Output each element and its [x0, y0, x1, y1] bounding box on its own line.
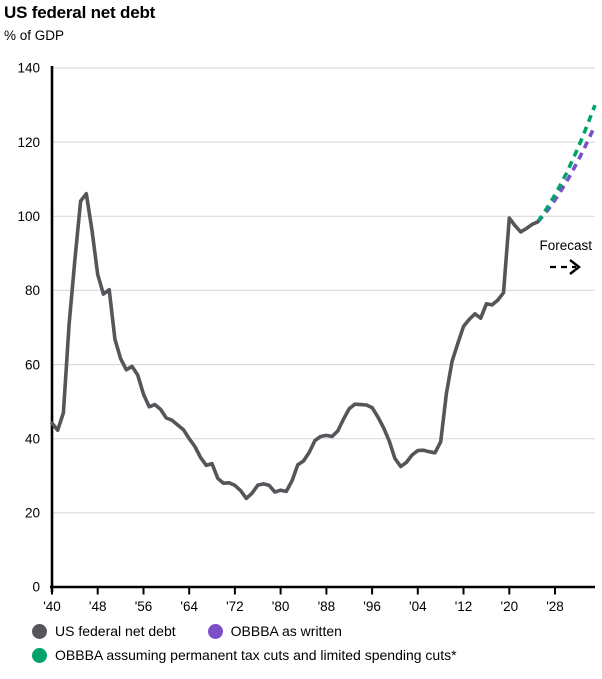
svg-text:'56: '56	[135, 599, 153, 614]
legend-dot-green-icon	[32, 647, 47, 663]
forecast-annotation: Forecast	[539, 238, 592, 275]
legend-item-obbba-permanent: OBBBA assuming permanent tax cuts and li…	[32, 647, 457, 663]
legend-label-obbba-written: OBBBA as written	[230, 623, 342, 639]
svg-text:'40: '40	[43, 599, 61, 614]
svg-text:'96: '96	[363, 599, 381, 614]
svg-text:100: 100	[17, 209, 40, 224]
svg-text:'04: '04	[409, 599, 427, 614]
legend-item-obbba-written: OBBBA as written	[207, 623, 342, 639]
svg-text:'88: '88	[318, 599, 336, 614]
series-line-obbba-permanent	[536, 104, 597, 223]
legend-row-1: US federal net debt OBBBA as written	[32, 623, 457, 639]
svg-text:60: 60	[25, 357, 40, 372]
x-axis-labels: '40 '48 '56 '64 '72 '80 '88 '96 '04 '12 '20 '28	[43, 588, 564, 614]
svg-text:20: 20	[25, 506, 40, 521]
svg-text:'72: '72	[226, 599, 244, 614]
legend-dot-purple-icon	[207, 623, 223, 639]
svg-text:'20: '20	[501, 599, 519, 614]
axis-unit-label: % of GDP	[4, 28, 65, 43]
svg-text:'64: '64	[180, 599, 198, 614]
svg-text:80: 80	[25, 283, 40, 298]
legend-item-actual: US federal net debt	[32, 623, 176, 639]
svg-text:0: 0	[32, 580, 40, 595]
svg-text:140: 140	[17, 61, 40, 76]
svg-text:'12: '12	[455, 599, 473, 614]
legend: US federal net debt OBBBA as written OBB…	[32, 623, 457, 671]
svg-text:120: 120	[17, 135, 40, 150]
y-axis-labels: 0 20 40 60 80 100 120 140	[17, 61, 40, 595]
svg-text:'80: '80	[272, 599, 290, 614]
forecast-arrow-head-icon	[569, 259, 581, 275]
forecast-label: Forecast	[539, 238, 592, 253]
series-line-actual	[50, 191, 540, 501]
legend-label-actual: US federal net debt	[55, 623, 176, 639]
page-title: US federal net debt	[4, 3, 156, 22]
legend-row-2: OBBBA assuming permanent tax cuts and li…	[32, 647, 457, 663]
svg-text:'28: '28	[546, 599, 564, 614]
gridlines	[52, 67, 595, 514]
legend-label-obbba-permanent: OBBBA assuming permanent tax cuts and li…	[55, 647, 457, 663]
svg-text:'48: '48	[89, 599, 107, 614]
svg-text:40: 40	[25, 431, 40, 446]
legend-dot-gray-icon	[32, 623, 47, 639]
